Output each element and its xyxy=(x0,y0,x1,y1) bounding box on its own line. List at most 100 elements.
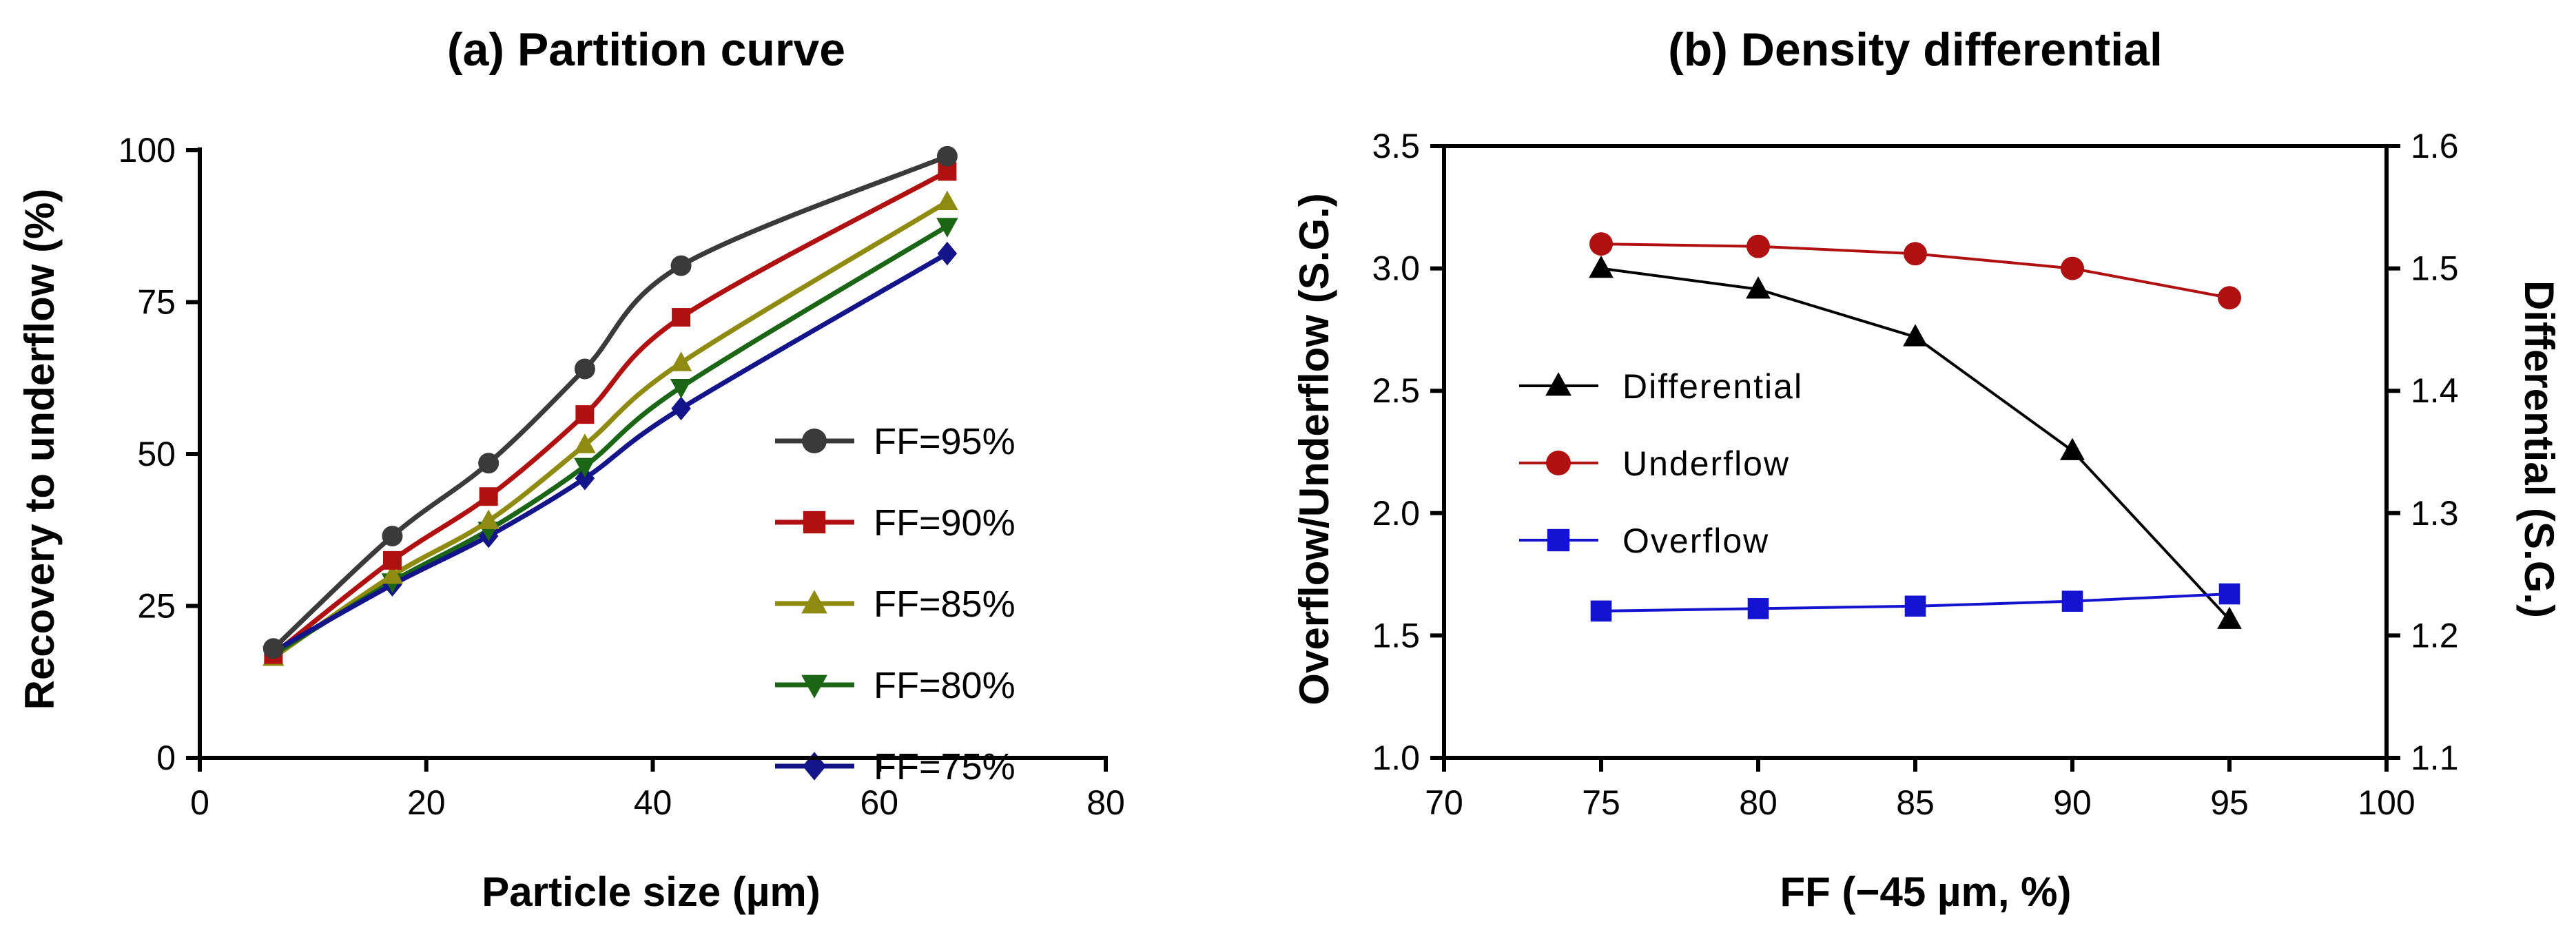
chart-a-point-s4-4 xyxy=(671,396,691,421)
chart-a-legend-label-3: FF=80% xyxy=(874,665,1016,706)
chart-b-plot-frame xyxy=(1442,144,2389,760)
chart-b-ticks: 70 75 80 85 90 95 100 1.0 1.5 2.0 2.5 3.0 3.5 1.1 1.2 1… xyxy=(1372,127,2458,822)
chart-a-legend-marker-3 xyxy=(801,675,827,699)
chart-b-right-tick-label: 1.6 xyxy=(2411,127,2459,165)
chart-a-y-tick-label: 50 xyxy=(137,435,176,473)
chart-b-legend-label-2: Overflow xyxy=(1622,522,1769,560)
chart-a-legend-marker-0 xyxy=(802,429,827,453)
chart-b-left-tick-label: 2.0 xyxy=(1372,494,1420,533)
chart-a-ticks: 0 20 40 60 80 0 25 50 75 100 xyxy=(119,131,1125,822)
chart-a-legend-marker-1 xyxy=(803,511,826,534)
chart-b-point-s2-3 xyxy=(2061,590,2083,612)
chart-b-x-tick-label: 80 xyxy=(1739,783,1778,822)
chart-a-legend-marker-4 xyxy=(802,752,827,781)
chart-a-y-axis-label: Recovery to underflow (%) xyxy=(17,189,63,710)
chart-a-curve-2 xyxy=(271,199,949,660)
chart-b-x-tick-label: 95 xyxy=(2210,783,2249,822)
chart-a-point-s1-3 xyxy=(575,405,595,424)
chart-a-title: (a) Partition curve xyxy=(447,23,845,76)
chart-b-point-s1-1 xyxy=(1746,234,1770,258)
chart-a-point-s0-1 xyxy=(382,526,403,547)
chart-a-point-s0-3 xyxy=(574,358,595,380)
chart-a-x-axis-label: Particle size (µm) xyxy=(482,869,820,915)
chart-b-left-tick-label: 3.5 xyxy=(1372,127,1420,165)
chart-a-point-s0-4 xyxy=(670,255,692,276)
chart-b-point-s1-4 xyxy=(2218,286,2241,310)
chart-a-point-s0-2 xyxy=(478,453,499,474)
chart-b-lines xyxy=(1600,243,2231,621)
chart-b-point-s2-1 xyxy=(1747,598,1769,619)
chart-b-point-s2-2 xyxy=(1904,595,1926,617)
chart-a-legend-marker-2 xyxy=(801,590,827,614)
chart-b-point-s2-4 xyxy=(2218,583,2240,605)
chart-a-point-s3-5 xyxy=(936,218,958,238)
chart-b-point-s1-3 xyxy=(2061,256,2084,280)
chart-b-x-tick-label: 100 xyxy=(2358,783,2415,822)
chart-a-point-s2-5 xyxy=(936,190,958,210)
chart-a-point-s4-5 xyxy=(937,241,958,266)
chart-a-points xyxy=(262,145,958,666)
chart-b-right-tick-label: 1.2 xyxy=(2411,616,2459,655)
chart-a-point-s3-3 xyxy=(574,457,596,478)
chart-a-point-s2-2 xyxy=(477,509,499,530)
chart-b-x-tick-label: 70 xyxy=(1425,783,1463,822)
chart-b-legend-label-0: Differential xyxy=(1622,367,1803,406)
chart-a-y-tick-label: 0 xyxy=(156,739,176,777)
chart-b-x-tick-label: 90 xyxy=(2053,783,2092,822)
chart-b-right-tick-label: 1.4 xyxy=(2411,371,2459,410)
chart-a-legend-label-2: FF=85% xyxy=(874,584,1016,625)
chart-b-point-s0-3 xyxy=(2060,437,2085,460)
chart-a-point-s1-2 xyxy=(479,487,498,506)
chart-b-left-tick-label: 1.5 xyxy=(1372,616,1420,655)
chart-b-legend-label-1: Underflow xyxy=(1622,444,1790,483)
chart-a-curve-1 xyxy=(271,169,949,657)
chart-a-curve-4 xyxy=(272,251,949,654)
chart-b-x-axis-label: FF (−45 µm, %) xyxy=(1780,869,2072,915)
chart-b-point-s2-0 xyxy=(1590,600,1612,622)
chart-b-legend-marker-2 xyxy=(1547,528,1570,552)
chart-b-left-tick-label: 3.0 xyxy=(1372,249,1420,288)
chart-b-density-differential: (b) Density differential FF (−45 µm, %) … xyxy=(1291,23,2562,915)
chart-a-x-tick-label: 40 xyxy=(634,783,672,822)
chart-a-x-tick-label: 80 xyxy=(1086,783,1125,822)
chart-a-point-s4-3 xyxy=(575,466,595,491)
chart-b-legend-marker-1 xyxy=(1546,451,1571,475)
chart-b-legend: Differential Underflow Overflow xyxy=(1519,367,1803,560)
chart-b-point-s0-0 xyxy=(1589,255,1614,278)
chart-a-point-s3-4 xyxy=(670,378,692,399)
chart-b-point-s0-2 xyxy=(1903,324,1928,347)
chart-b-right-tick-label: 1.5 xyxy=(2411,249,2459,288)
chart-b-point-s1-2 xyxy=(1904,242,1927,266)
chart-a-point-s1-4 xyxy=(672,308,691,327)
chart-b-left-tick-label: 2.5 xyxy=(1372,371,1420,410)
chart-b-axes xyxy=(1442,144,2389,760)
chart-a-y-tick-label: 25 xyxy=(137,587,176,626)
chart-a-curves xyxy=(271,154,949,660)
chart-b-x-tick-label: 75 xyxy=(1582,783,1620,822)
chart-a-x-tick-label: 0 xyxy=(190,783,209,822)
chart-a-x-tick-label: 60 xyxy=(860,783,898,822)
chart-a-legend-label-0: FF=95% xyxy=(874,421,1016,462)
chart-a-point-s2-3 xyxy=(574,433,596,453)
chart-a-legend-label-1: FF=90% xyxy=(874,502,1016,544)
chart-a-legend-label-4: FF=75% xyxy=(874,746,1016,787)
chart-a-point-s0-0 xyxy=(262,638,284,659)
chart-b-left-tick-label: 1.0 xyxy=(1372,739,1420,777)
chart-b-legend-marker-0 xyxy=(1545,372,1572,396)
chart-b-title: (b) Density differential xyxy=(1668,23,2163,76)
chart-a-x-tick-label: 20 xyxy=(407,783,446,822)
chart-a-y-tick-label: 75 xyxy=(137,283,176,322)
chart-a-y-tick-label: 100 xyxy=(119,131,176,169)
chart-b-point-s1-0 xyxy=(1589,232,1613,256)
chart-b-left-axis-label: Overflow/Underflow (S.G.) xyxy=(1291,193,1337,705)
chart-a-point-s0-5 xyxy=(936,145,958,167)
chart-a-axes xyxy=(198,147,1108,760)
chart-b-right-tick-label: 1.3 xyxy=(2411,494,2459,533)
chart-a-partition-curve: (a) Partition curve Particle size (µm) R… xyxy=(17,23,1125,915)
chart-b-point-s0-4 xyxy=(2217,606,2242,629)
chart-b-x-tick-label: 85 xyxy=(1896,783,1935,822)
chart-a-legend: FF=95% FF=90% FF=85% FF=80% FF=75% xyxy=(775,421,1016,787)
chart-a-point-s2-4 xyxy=(670,351,692,371)
chart-a-curve-0 xyxy=(271,154,949,650)
